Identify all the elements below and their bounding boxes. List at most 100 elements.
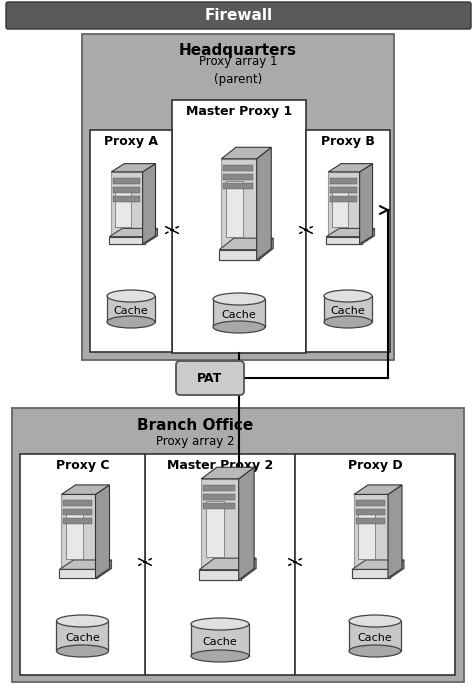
Bar	[90, 130, 172, 352]
Bar	[61, 495, 95, 578]
Bar	[60, 569, 97, 578]
Bar	[326, 236, 361, 244]
Bar	[223, 183, 253, 189]
Bar	[355, 518, 384, 524]
Ellipse shape	[348, 645, 400, 657]
Text: Proxy B: Proxy B	[320, 136, 374, 149]
Bar	[109, 236, 144, 244]
Polygon shape	[351, 560, 403, 569]
Bar	[205, 501, 224, 557]
Bar	[348, 621, 400, 651]
Polygon shape	[361, 229, 374, 244]
Bar	[330, 196, 356, 202]
Text: Headquarters: Headquarters	[178, 43, 297, 57]
Polygon shape	[326, 229, 374, 236]
Bar	[351, 569, 389, 578]
Polygon shape	[256, 147, 271, 260]
Text: Cache: Cache	[65, 633, 99, 643]
Bar	[56, 621, 108, 651]
Polygon shape	[327, 164, 372, 172]
Polygon shape	[61, 485, 109, 495]
Polygon shape	[111, 164, 155, 172]
Text: Master Proxy 1: Master Proxy 1	[186, 105, 291, 119]
Bar	[115, 187, 130, 227]
Ellipse shape	[56, 645, 108, 657]
Bar	[203, 503, 235, 508]
Polygon shape	[240, 558, 256, 580]
Bar	[63, 509, 92, 515]
Bar	[225, 181, 243, 237]
Text: Branch Office: Branch Office	[137, 418, 253, 433]
Bar	[353, 495, 387, 578]
Polygon shape	[60, 560, 111, 569]
Bar	[145, 454, 294, 675]
Bar	[111, 172, 142, 244]
Polygon shape	[201, 467, 254, 479]
Bar	[330, 178, 356, 184]
Bar	[113, 196, 139, 202]
Polygon shape	[353, 485, 401, 495]
Bar	[63, 518, 92, 524]
Bar	[63, 500, 92, 506]
Bar	[201, 479, 238, 580]
Bar	[327, 172, 359, 244]
Text: Proxy A: Proxy A	[104, 136, 158, 149]
Bar	[223, 174, 253, 180]
Bar	[326, 236, 361, 244]
Ellipse shape	[107, 290, 155, 302]
Polygon shape	[258, 238, 273, 260]
Ellipse shape	[213, 321, 265, 333]
Bar	[203, 485, 235, 491]
Bar	[355, 500, 384, 506]
Text: Master Proxy 2: Master Proxy 2	[167, 460, 273, 473]
FancyBboxPatch shape	[176, 361, 244, 395]
Bar	[357, 513, 374, 559]
Polygon shape	[199, 558, 256, 570]
Text: Cache: Cache	[330, 306, 365, 316]
Ellipse shape	[323, 290, 371, 302]
Polygon shape	[97, 560, 111, 578]
Text: Firewall: Firewall	[204, 8, 272, 23]
Bar	[109, 236, 144, 244]
Ellipse shape	[56, 615, 108, 627]
Bar	[12, 408, 463, 682]
Polygon shape	[95, 485, 109, 578]
Bar	[294, 454, 454, 675]
Polygon shape	[238, 467, 254, 580]
Polygon shape	[221, 147, 271, 158]
Polygon shape	[142, 164, 155, 244]
Text: PAT: PAT	[197, 371, 222, 384]
Bar	[65, 513, 82, 559]
Bar	[190, 624, 248, 656]
Bar	[203, 494, 235, 500]
Ellipse shape	[323, 316, 371, 328]
Bar	[107, 296, 155, 322]
Polygon shape	[144, 229, 157, 244]
Text: Proxy D: Proxy D	[347, 460, 401, 473]
Bar	[355, 509, 384, 515]
Bar	[219, 249, 258, 260]
Bar	[199, 570, 240, 580]
Bar	[330, 187, 356, 193]
Bar	[60, 569, 97, 578]
Polygon shape	[109, 229, 157, 236]
Text: Cache: Cache	[357, 633, 392, 643]
Bar	[306, 130, 389, 352]
Polygon shape	[387, 485, 401, 578]
Text: Cache: Cache	[202, 637, 237, 647]
Bar	[113, 187, 139, 193]
Text: Proxy array 2: Proxy array 2	[156, 435, 234, 449]
Polygon shape	[359, 164, 372, 244]
Polygon shape	[389, 560, 403, 578]
Bar	[331, 187, 347, 227]
FancyBboxPatch shape	[6, 2, 470, 29]
Text: Cache: Cache	[221, 310, 256, 320]
Bar	[113, 178, 139, 184]
Bar	[351, 569, 389, 578]
Ellipse shape	[213, 293, 265, 305]
Text: Proxy C: Proxy C	[56, 460, 109, 473]
Bar	[221, 158, 256, 260]
Ellipse shape	[107, 316, 155, 328]
Text: Proxy array 1
(parent): Proxy array 1 (parent)	[198, 54, 277, 85]
Ellipse shape	[190, 650, 248, 662]
